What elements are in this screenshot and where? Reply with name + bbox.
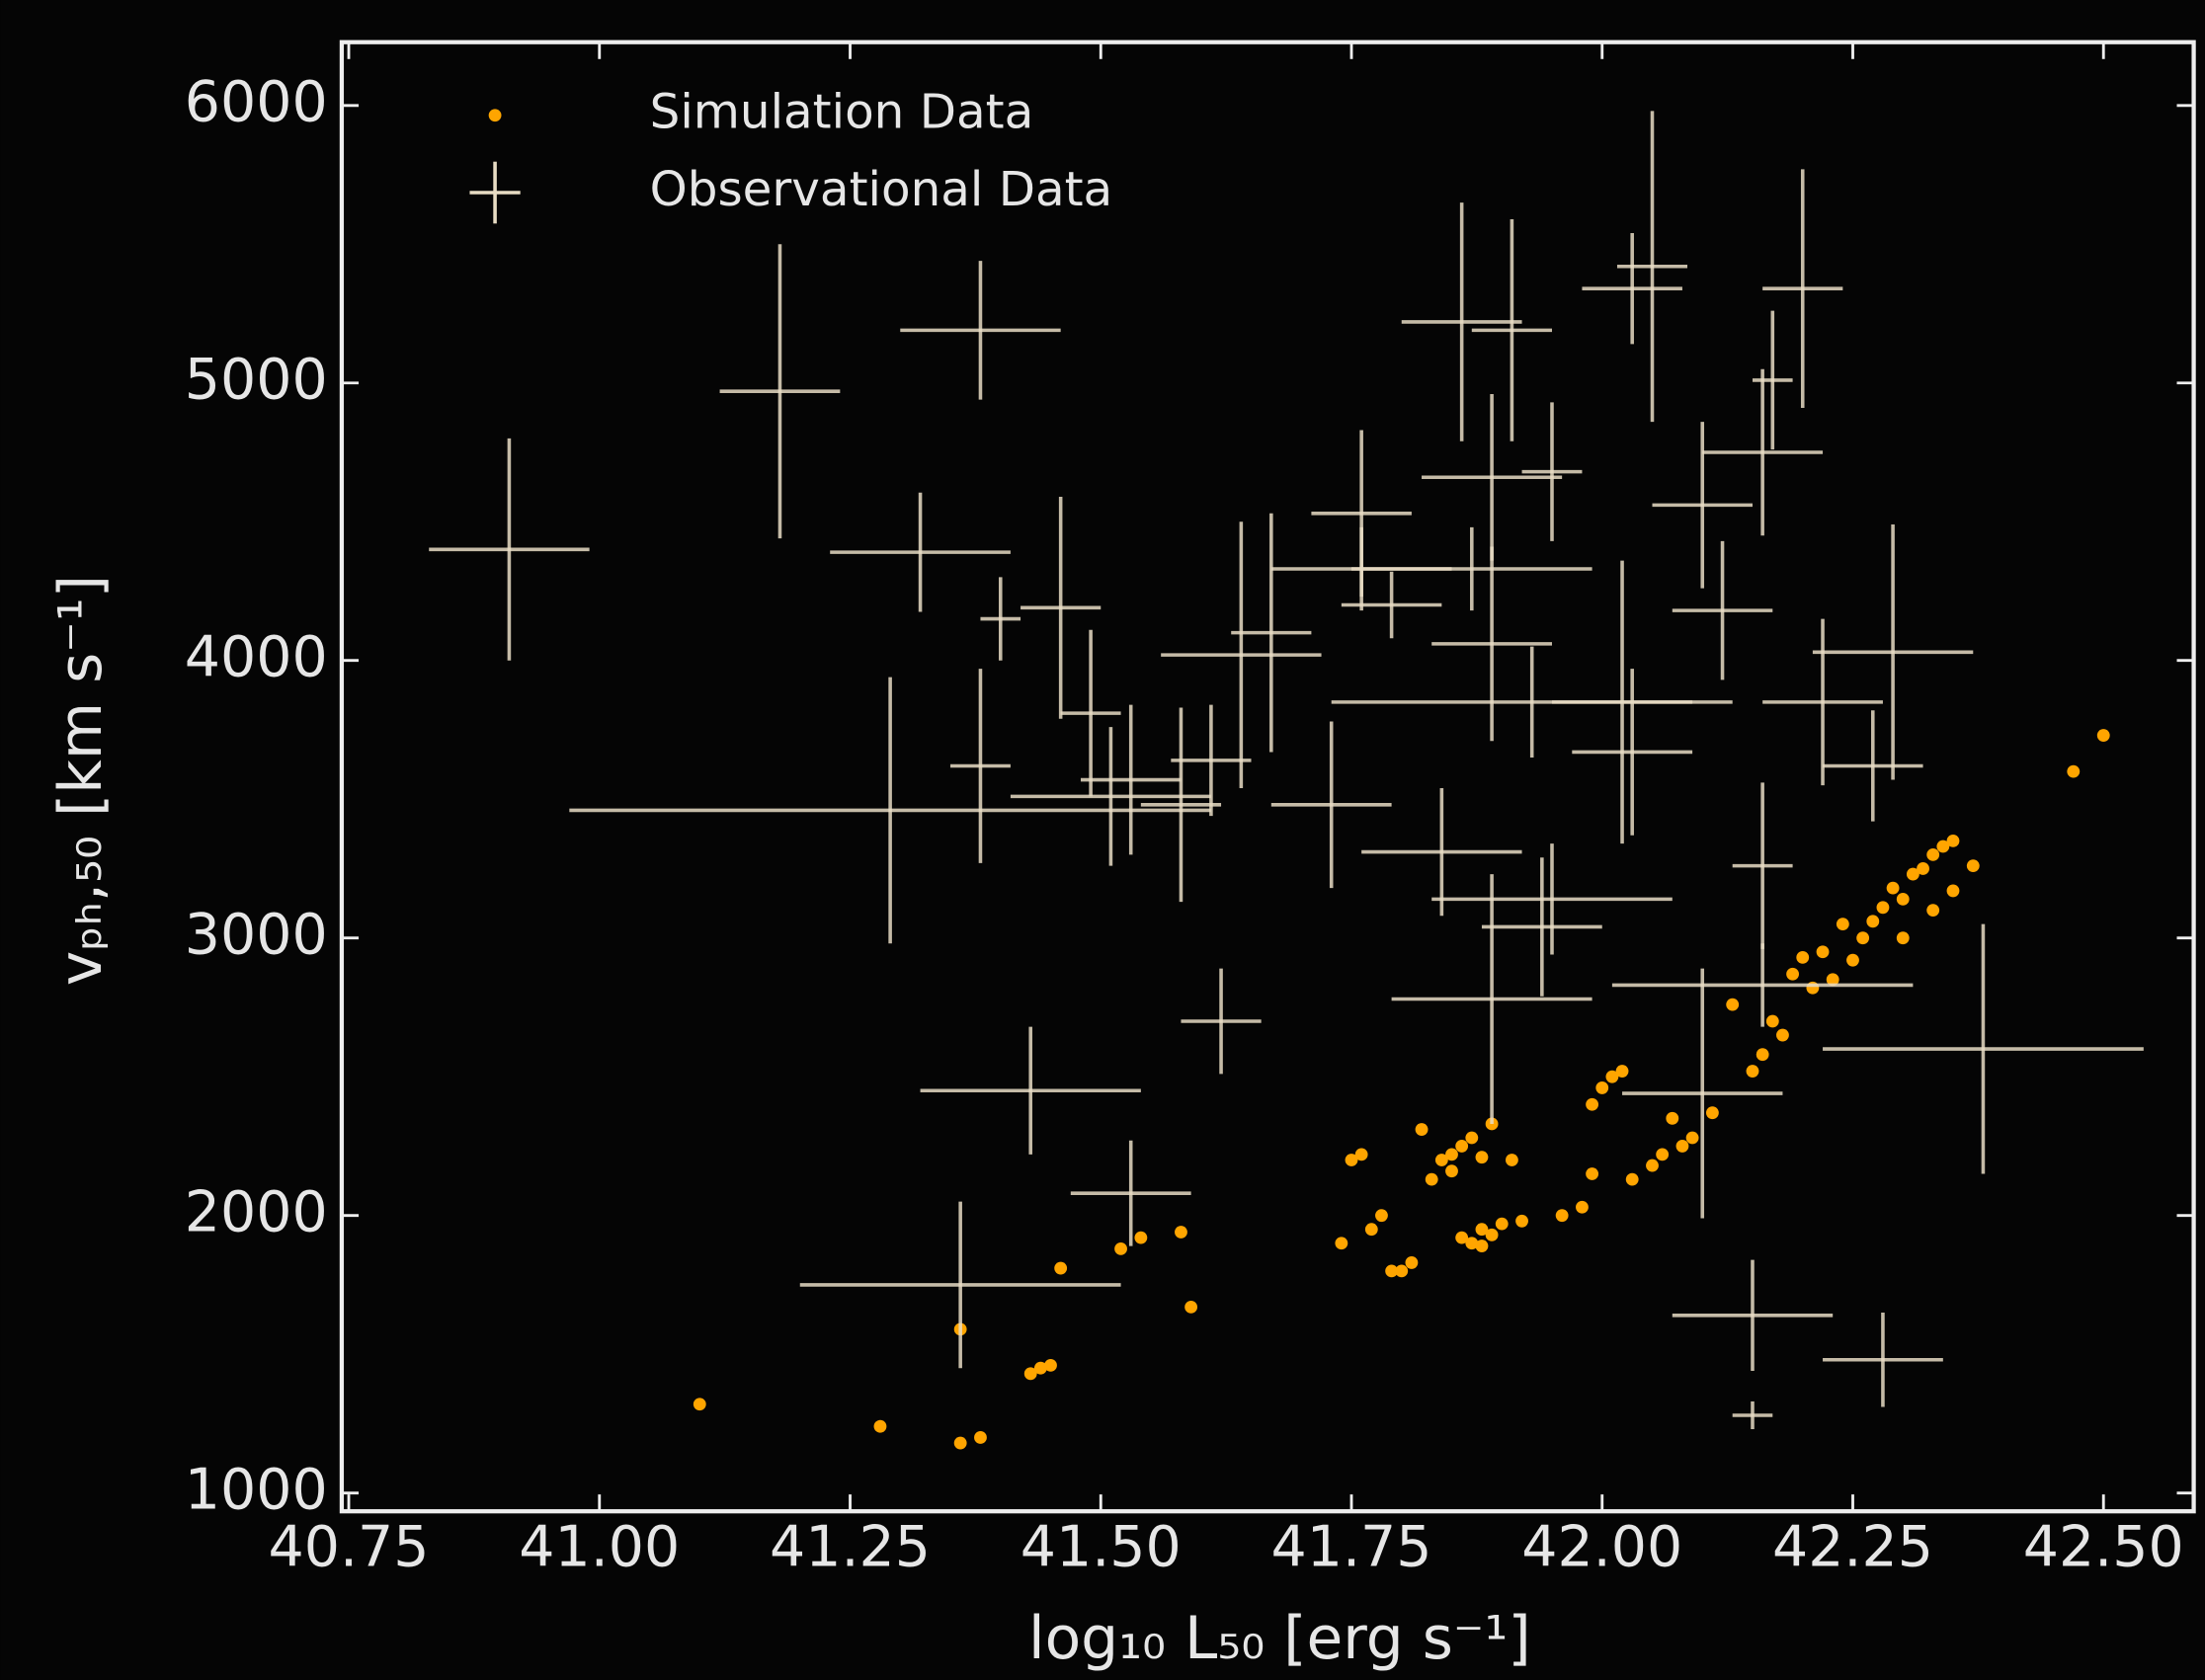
data-point — [1465, 1131, 1479, 1145]
data-point — [1054, 1261, 1068, 1275]
data-point — [2067, 764, 2081, 778]
x-tick-label: 41.25 — [770, 1515, 931, 1580]
data-point — [1335, 1237, 1348, 1250]
data-point — [1756, 1048, 1769, 1062]
x-tick-label: 42.25 — [1772, 1515, 1933, 1580]
x-axis-label: log₁₀ L₅₀ [erg s⁻¹] — [1028, 1605, 1531, 1673]
data-point — [1886, 881, 1900, 895]
legend-marker — [488, 109, 502, 122]
data-point — [1836, 918, 1849, 931]
data-point — [1946, 834, 1960, 847]
data-point — [1675, 1140, 1689, 1153]
data-point — [1896, 892, 1910, 906]
y-tick-label: 5000 — [185, 347, 328, 412]
x-tick-label: 42.00 — [1521, 1515, 1682, 1580]
y-tick-label: 1000 — [185, 1457, 328, 1522]
y-axis-label: vₚₕ,₅₀ [km s⁻¹] — [47, 575, 116, 986]
data-point — [1846, 953, 1859, 967]
data-point — [1495, 1217, 1509, 1231]
data-point — [1405, 1256, 1419, 1269]
data-point — [1445, 1164, 1458, 1178]
data-point — [1184, 1300, 1198, 1314]
data-point — [1033, 1361, 1047, 1375]
data-point — [1796, 950, 1810, 964]
y-tick-label: 6000 — [185, 69, 328, 134]
x-tick-label: 42.50 — [2023, 1515, 2184, 1580]
data-point — [1434, 1154, 1448, 1166]
legend-label: Simulation Data — [650, 85, 1034, 140]
data-point — [1966, 859, 1980, 873]
data-point — [1485, 1228, 1499, 1241]
data-point — [693, 1398, 706, 1411]
y-tick-label: 3000 — [185, 902, 328, 967]
data-point — [1826, 973, 1839, 987]
data-point — [1917, 862, 1929, 875]
data-point — [1646, 1159, 1659, 1172]
x-tick-label: 41.00 — [519, 1515, 680, 1580]
data-point — [1586, 1097, 1599, 1111]
data-point — [1354, 1148, 1368, 1161]
data-point — [1856, 931, 1870, 945]
data-point — [1705, 1106, 1719, 1120]
data-point — [1816, 945, 1830, 959]
data-point — [1505, 1154, 1518, 1166]
data-point — [1946, 884, 1960, 898]
data-point — [1475, 1240, 1489, 1252]
data-point — [1023, 1367, 1037, 1381]
data-point — [2096, 729, 2110, 742]
data-point — [1345, 1154, 1358, 1166]
data-point — [1475, 1223, 1489, 1237]
data-point — [1615, 1065, 1629, 1078]
data-point — [1656, 1148, 1670, 1161]
data-point — [1364, 1223, 1378, 1237]
data-point — [873, 1419, 887, 1433]
data-point — [1746, 1065, 1759, 1078]
data-point — [1114, 1241, 1127, 1255]
data-point — [1425, 1172, 1438, 1186]
data-point — [1685, 1131, 1699, 1145]
data-point — [1586, 1167, 1599, 1180]
data-point — [1134, 1231, 1148, 1244]
data-point — [1395, 1264, 1409, 1278]
data-point — [1765, 1014, 1779, 1028]
data-point — [1455, 1140, 1469, 1153]
data-point — [1786, 967, 1799, 981]
plot-frame — [339, 40, 2196, 1514]
data-point — [1936, 840, 1950, 853]
data-point — [1726, 998, 1740, 1011]
data-point — [1385, 1264, 1399, 1278]
data-point — [1666, 1111, 1679, 1125]
data-point — [1595, 1081, 1609, 1094]
data-point — [1465, 1237, 1479, 1250]
data-point — [1375, 1209, 1388, 1223]
data-point — [1044, 1358, 1057, 1372]
x-tick-label: 41.75 — [1271, 1515, 1432, 1580]
data-point — [1896, 931, 1910, 945]
data-point — [1876, 901, 1890, 915]
data-point — [1866, 915, 1880, 928]
data-point — [1415, 1123, 1429, 1136]
data-point — [1555, 1209, 1569, 1223]
data-point — [953, 1436, 967, 1450]
data-point — [1906, 867, 1919, 881]
data-point — [1926, 847, 1940, 861]
data-point — [1515, 1214, 1528, 1228]
x-tick-label: 41.50 — [1021, 1515, 1182, 1580]
data-point — [1926, 904, 1940, 918]
y-tick-label: 2000 — [185, 1179, 328, 1244]
legend-label: Observational Data — [650, 162, 1113, 217]
data-point — [1576, 1200, 1589, 1214]
data-point — [1445, 1148, 1458, 1161]
data-point — [1625, 1172, 1639, 1186]
data-point — [974, 1431, 987, 1444]
data-point — [1605, 1070, 1619, 1083]
data-point — [1776, 1028, 1789, 1042]
data-point — [1175, 1226, 1187, 1239]
x-tick-label: 40.75 — [269, 1515, 430, 1580]
data-point — [1455, 1231, 1469, 1244]
data-point — [1475, 1151, 1489, 1164]
y-tick-label: 4000 — [185, 624, 328, 689]
